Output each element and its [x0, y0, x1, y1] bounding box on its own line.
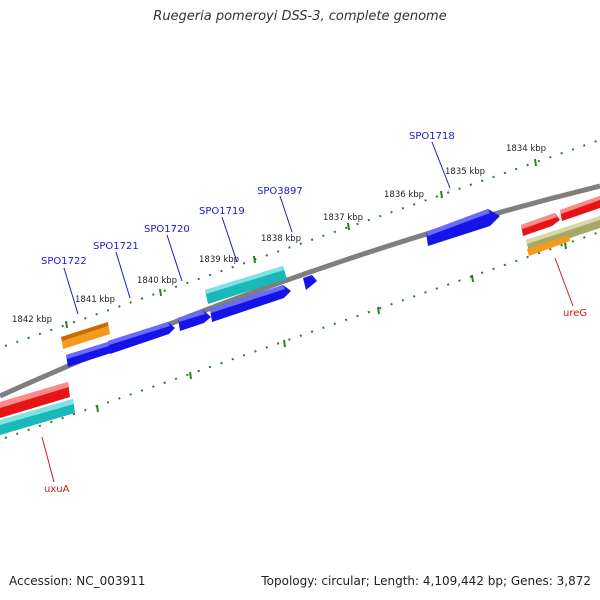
gene-spo1722[interactable]: [66, 342, 111, 367]
gene-label-spo1720: SPO1720: [144, 224, 190, 235]
gene-label-ureg: ureG: [563, 308, 587, 319]
kbp-label: 1839 kbp: [199, 255, 239, 265]
gene-label-spo1722: SPO1722: [41, 256, 87, 267]
label-leader-lines: [41, 141, 574, 483]
gene-label-spo1718: SPO1718: [409, 131, 455, 142]
gene-spo1718[interactable]: [426, 209, 500, 246]
gene-spo1720[interactable]: [178, 310, 211, 331]
kbp-label: 1837 kbp: [323, 213, 363, 223]
genome-backbone: [0, 183, 600, 399]
genome-title: Ruegeria pomeroyi DSS-3, complete genome: [153, 9, 447, 24]
gene-label-spo3897: SPO3897: [257, 186, 303, 197]
gene-label-spo1719: SPO1719: [199, 206, 245, 217]
kbp-label: 1841 kbp: [75, 295, 115, 305]
gene-red-right-2[interactable]: [521, 213, 560, 236]
major-ticks-lower: [96, 241, 567, 413]
kbp-label: 1836 kbp: [384, 190, 424, 200]
gene-spo1719-cyan[interactable]: [205, 266, 287, 304]
kbp-label: 1840 kbp: [137, 276, 177, 286]
genome-summary-text: Topology: circular; Length: 4,109,442 bp…: [261, 574, 591, 588]
kbp-label: 1842 kbp: [12, 315, 52, 325]
kbp-label: 1838 kbp: [261, 234, 301, 244]
gene-spo3897[interactable]: [303, 275, 317, 290]
kbp-label: 1835 kbp: [445, 167, 485, 177]
major-ticks-upper: [65, 158, 537, 329]
gene-spo1719[interactable]: [210, 285, 291, 322]
gene-red-left[interactable]: [0, 382, 70, 418]
gene-ureg[interactable]: [527, 235, 570, 256]
gene-red-right-1[interactable]: [560, 196, 600, 221]
gene-spo1722-orange[interactable]: [61, 322, 110, 349]
gene-spo1721[interactable]: [108, 322, 175, 354]
accession-text: Accession: NC_003911: [9, 574, 146, 588]
gene-olive[interactable]: [526, 216, 600, 252]
gene-label-spo1721: SPO1721: [93, 241, 139, 252]
kbp-label: 1834 kbp: [506, 144, 546, 154]
gene-uxua[interactable]: [0, 399, 75, 435]
gene-label-uxua: uxuA: [44, 484, 70, 495]
